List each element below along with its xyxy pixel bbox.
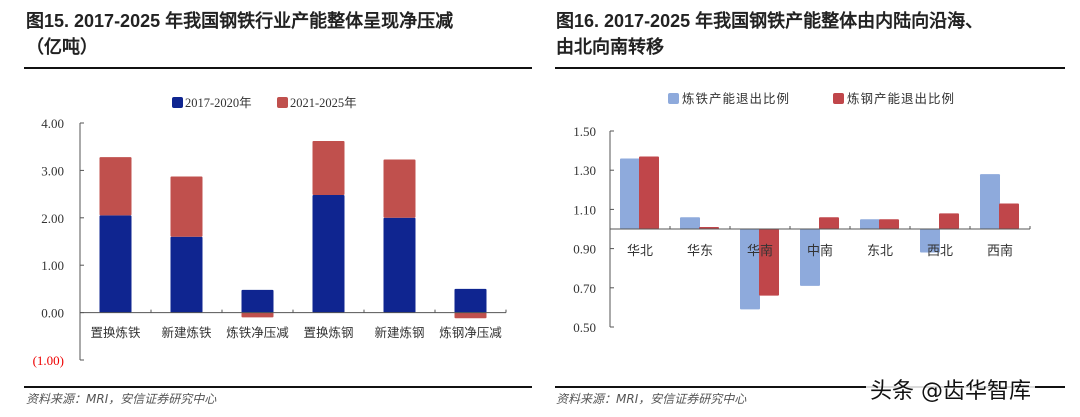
bar-iron-exit-ratio [920, 229, 940, 253]
y-tick-label: 1.00 [41, 258, 64, 273]
y-tick-label: 0.50 [573, 320, 596, 335]
x-tick-label: 华北 [627, 243, 653, 258]
bar-steel-exit-ratio [879, 219, 899, 229]
bar-2021-2025 [454, 312, 487, 319]
right-title-rule [555, 67, 1065, 69]
left-title-rule [24, 67, 532, 69]
right-title-line1: 图16. 2017-2025 年我国钢铁产能整体由内陆向沿海、 [556, 11, 984, 31]
bar-2021-2025 [170, 176, 203, 237]
bar-steel-exit-ratio [999, 203, 1019, 229]
legend-swatch [833, 93, 844, 104]
legend-swatch [172, 97, 183, 108]
bar-iron-exit-ratio [860, 219, 880, 229]
bar-2021-2025 [312, 141, 345, 196]
y-tick-label: 0.00 [41, 306, 64, 321]
bar-2017-2020 [454, 288, 487, 313]
bar-steel-exit-ratio [939, 213, 959, 229]
legend-label: 2017-2020年 [185, 96, 252, 110]
x-tick-label: 新建炼铁 [161, 325, 212, 340]
x-tick-label: 华东 [687, 243, 713, 258]
bar-steel-exit-ratio [639, 156, 659, 229]
left-title-line2: （亿吨） [26, 37, 98, 57]
x-tick-label: 炼钢净压减 [439, 325, 502, 340]
bar-2017-2020 [312, 195, 345, 313]
bar-2017-2020 [383, 217, 416, 313]
x-tick-label: 置换炼钢 [303, 325, 353, 340]
right-title-line2: 由北向南转移 [556, 37, 664, 57]
y-tick-label: 4.00 [41, 116, 64, 131]
y-tick-label: 3.00 [41, 163, 64, 178]
bar-2021-2025 [99, 157, 132, 216]
bar-iron-exit-ratio [800, 229, 820, 286]
bar-2021-2025 [383, 159, 416, 218]
x-tick-label: 置换炼铁 [90, 325, 141, 340]
right-source-note: 资料来源：MRI，安信证券研究中心 [556, 392, 747, 406]
y-tick-label: 1.10 [573, 202, 596, 217]
left-chart-title: 图15. 2017-2025 年我国钢铁行业产能整体呈现净压减 （亿吨） [26, 8, 453, 60]
y-tick-label: 2.00 [41, 211, 64, 226]
y-tick-label: 0.70 [573, 281, 596, 296]
x-tick-label: 西北 [927, 243, 953, 258]
y-tick-label: 1.50 [573, 124, 596, 139]
bar-steel-exit-ratio [819, 217, 839, 229]
y-tick-label: (1.00) [33, 353, 64, 368]
y-tick-label: 1.30 [573, 163, 596, 178]
right-footer-rule [555, 386, 1065, 388]
left-footer-rule [24, 386, 532, 388]
x-tick-label: 新建炼钢 [374, 325, 424, 340]
x-tick-label: 西南 [987, 243, 1013, 258]
legend-swatch [277, 97, 288, 108]
left-title-line1: 图15. 2017-2025 年我国钢铁行业产能整体呈现净压减 [26, 11, 454, 31]
bar-2021-2025 [241, 312, 274, 318]
x-tick-label: 炼铁净压减 [226, 325, 289, 340]
y-tick-label: 0.90 [573, 242, 596, 257]
bar-iron-exit-ratio [980, 174, 1000, 229]
watermark: 头条 @齿华智库 [866, 373, 1035, 405]
legend-swatch [668, 93, 679, 104]
bar-2017-2020 [241, 289, 274, 313]
legend-label: 炼钢产能退出比例 [847, 91, 955, 106]
bar-iron-exit-ratio [740, 229, 760, 310]
bar-2017-2020 [99, 215, 132, 313]
x-tick-label: 华南 [747, 243, 773, 258]
x-tick-label: 东北 [867, 243, 893, 258]
bar-iron-exit-ratio [680, 217, 700, 229]
legend-label: 炼铁产能退出比例 [682, 91, 790, 106]
x-tick-label: 中南 [807, 243, 833, 258]
bar-iron-exit-ratio [620, 158, 640, 229]
left-source-note: 资料来源：MRI，安信证券研究中心 [26, 392, 217, 406]
legend-label: 2021-2025年 [290, 96, 357, 110]
bar-steel-exit-ratio [759, 229, 779, 296]
right-chart-title: 图16. 2017-2025 年我国钢铁产能整体由内陆向沿海、 由北向南转移 [556, 8, 983, 60]
bar-2017-2020 [170, 236, 203, 313]
